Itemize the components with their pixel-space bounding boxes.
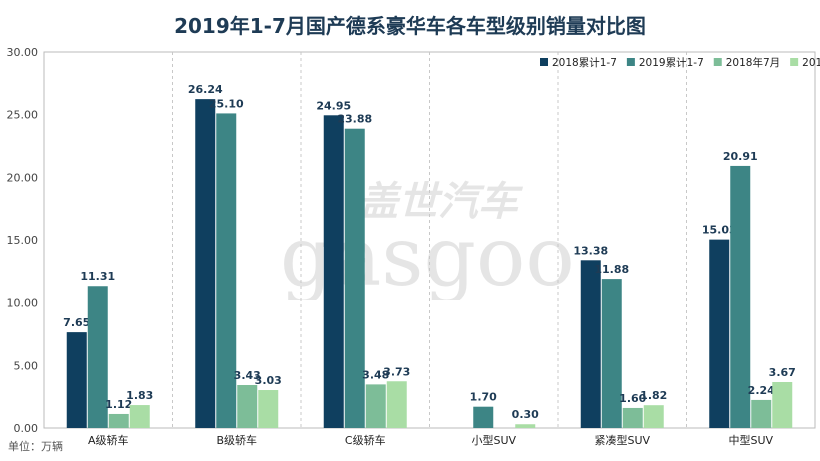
data-label: 26.24	[188, 83, 223, 96]
y-tick-label: 0.00	[14, 422, 39, 435]
bar	[709, 239, 730, 428]
bar	[344, 128, 365, 429]
x-tick-label: A级轿车	[88, 433, 129, 447]
x-tick-label: C级轿车	[345, 433, 386, 447]
bar	[216, 113, 237, 428]
bar	[258, 390, 279, 428]
bar	[622, 407, 643, 428]
x-tick-label: 中型SUV	[728, 433, 773, 447]
data-label: 20.91	[723, 150, 758, 163]
bar	[66, 332, 87, 428]
data-label: 3.43	[234, 369, 261, 382]
data-label: 11.31	[80, 270, 115, 283]
data-label: 3.73	[383, 365, 410, 378]
legend-swatch	[790, 58, 799, 66]
bar	[323, 115, 344, 428]
data-label: 1.12	[105, 398, 132, 411]
bar	[580, 260, 601, 428]
data-label: 1.82	[640, 389, 667, 402]
y-tick-label: 30.00	[7, 46, 39, 59]
bar	[601, 279, 622, 428]
y-tick-label: 5.00	[14, 359, 39, 372]
bar	[87, 286, 108, 428]
bar	[195, 99, 216, 428]
bar	[751, 399, 772, 428]
x-tick-label: 小型SUV	[471, 433, 516, 447]
legend-label: 2018年7月	[726, 56, 780, 69]
legend-label: 2019年7月	[802, 56, 820, 69]
y-tick-label: 10.00	[7, 297, 39, 310]
legend-swatch	[540, 58, 548, 66]
data-label: 23.88	[337, 113, 372, 126]
svg-text:盖世汽车: 盖世汽车	[355, 178, 528, 225]
bar	[365, 384, 386, 428]
data-label: 1.83	[126, 389, 153, 402]
bar	[772, 382, 793, 428]
data-label: 1.70	[470, 391, 497, 404]
legend-label: 2018累计1-7	[552, 56, 617, 69]
data-label: 0.30	[512, 408, 539, 421]
legend-label: 2019累计1-7	[639, 56, 704, 69]
legend-swatch	[713, 58, 722, 66]
y-tick-label: 20.00	[7, 171, 39, 184]
data-label: 24.95	[316, 99, 351, 112]
data-label: 7.65	[63, 316, 90, 329]
legend-swatch	[626, 58, 635, 66]
data-label: 13.38	[573, 244, 608, 257]
data-label: 1.60	[619, 392, 646, 405]
data-label: 25.10	[209, 97, 244, 110]
bar	[129, 405, 150, 428]
bar	[730, 165, 751, 429]
bar	[515, 424, 536, 428]
x-tick-label: 紧凑型SUV	[594, 433, 650, 447]
bar	[386, 381, 407, 428]
data-label: 11.88	[594, 263, 629, 276]
data-label: 15.03	[702, 224, 737, 237]
x-tick-label: B级轿车	[216, 433, 257, 447]
unit-label: 单位：万辆	[8, 440, 63, 453]
data-label: 3.03	[255, 374, 282, 387]
data-label: 3.48	[362, 368, 389, 381]
y-tick-label: 15.00	[7, 234, 39, 247]
chart-title: 2019年1-7月国产德系豪华车各车型级别销量对比图	[174, 14, 646, 38]
bar	[237, 385, 258, 428]
bar	[108, 413, 129, 428]
bar	[473, 406, 494, 428]
bar	[643, 405, 664, 428]
data-label: 3.67	[769, 366, 796, 379]
y-tick-label: 25.00	[7, 109, 39, 122]
data-label: 2.24	[748, 384, 775, 397]
